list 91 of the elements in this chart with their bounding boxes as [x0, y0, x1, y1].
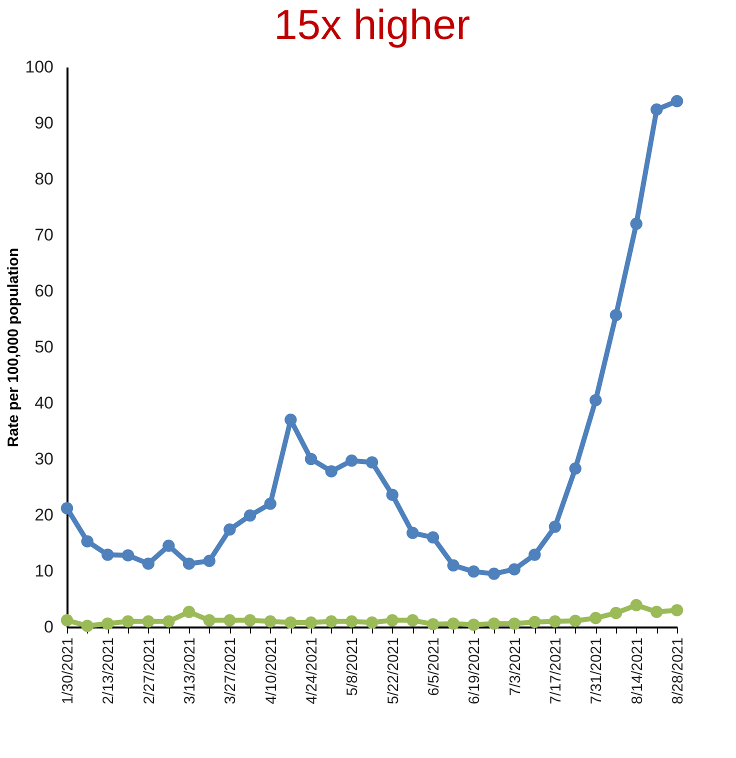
point — [528, 616, 541, 628]
point — [548, 615, 562, 628]
x-tick-label: 5/8/2021 — [344, 638, 362, 696]
point — [304, 452, 318, 466]
x-tick-label: 6/5/2021 — [426, 638, 442, 696]
point — [162, 540, 175, 552]
x-tick-label: 2/27/2021 — [140, 638, 158, 704]
point — [203, 614, 216, 626]
y-tick-label: 80 — [34, 170, 54, 188]
point — [304, 616, 318, 629]
y-tick-label: 40 — [34, 394, 54, 412]
point — [346, 454, 358, 467]
point — [122, 615, 134, 628]
point — [447, 618, 460, 630]
point — [122, 549, 134, 562]
y-tick-label: 60 — [34, 282, 54, 300]
y-tick-label: 20 — [34, 506, 54, 524]
point — [508, 563, 520, 576]
x-tick-label: 2/13/2021 — [100, 638, 118, 704]
point — [426, 531, 440, 544]
point — [610, 606, 622, 620]
point — [406, 526, 419, 540]
point — [468, 618, 480, 631]
y-tick-label: 90 — [34, 114, 54, 132]
point — [366, 616, 378, 629]
x-tick-label: 5/22/2021 — [384, 638, 402, 704]
point — [325, 465, 338, 478]
y-tick-label: 50 — [34, 338, 54, 356]
y-tick-label: 70 — [34, 226, 54, 244]
point — [386, 488, 398, 501]
point — [548, 520, 562, 533]
x-tick-label: 3/27/2021 — [222, 638, 240, 704]
point — [366, 456, 378, 468]
point — [81, 620, 94, 632]
point — [264, 498, 276, 510]
point — [102, 618, 114, 630]
chart-title: 15x higher — [274, 1, 470, 48]
point — [244, 509, 256, 522]
x-tick-label: 4/24/2021 — [304, 638, 320, 704]
point — [142, 615, 154, 628]
y-axis-title: Rate per 100,000 population — [5, 248, 22, 448]
point — [284, 616, 297, 629]
point — [569, 462, 582, 475]
point — [590, 394, 602, 406]
point — [650, 606, 663, 618]
point — [182, 606, 196, 618]
point — [244, 614, 256, 626]
point — [406, 614, 419, 626]
point — [224, 614, 236, 626]
y-tick-label: 30 — [34, 450, 54, 468]
point — [569, 614, 582, 627]
point — [264, 615, 276, 628]
y-tick-label: 10 — [34, 562, 54, 580]
x-tick-label: 4/10/2021 — [262, 638, 280, 704]
point — [590, 612, 602, 624]
point — [60, 502, 74, 514]
x-tick-label: 7/3/2021 — [506, 638, 524, 696]
point — [468, 565, 480, 578]
y-tick-label: 100 — [25, 58, 54, 76]
point — [182, 558, 196, 570]
point — [630, 218, 642, 230]
x-tick-label: 1/30/2021 — [60, 638, 76, 704]
point — [488, 618, 500, 630]
x-tick-label: 3/13/2021 — [182, 638, 198, 704]
point — [528, 548, 541, 561]
point — [284, 414, 297, 426]
point — [630, 599, 642, 612]
point — [670, 95, 684, 108]
point — [346, 615, 358, 628]
point — [203, 554, 216, 568]
point — [670, 604, 684, 616]
point — [325, 615, 338, 628]
point — [162, 615, 175, 628]
point — [610, 308, 622, 322]
point — [386, 614, 398, 626]
x-tick-label: 8/28/2021 — [670, 638, 686, 704]
y-tick-label: 0 — [44, 618, 54, 636]
point — [142, 558, 154, 570]
x-tick-label: 7/17/2021 — [548, 638, 564, 704]
point — [447, 559, 460, 572]
point — [102, 548, 114, 561]
point — [650, 103, 663, 116]
point — [426, 618, 440, 630]
x-tick-label: 7/31/2021 — [588, 638, 606, 704]
point — [81, 535, 94, 548]
point — [488, 568, 500, 580]
point — [508, 618, 520, 630]
point — [60, 614, 74, 626]
x-tick-label: 6/19/2021 — [466, 638, 484, 704]
point — [224, 523, 236, 536]
x-tick-label: 8/14/2021 — [628, 638, 646, 704]
